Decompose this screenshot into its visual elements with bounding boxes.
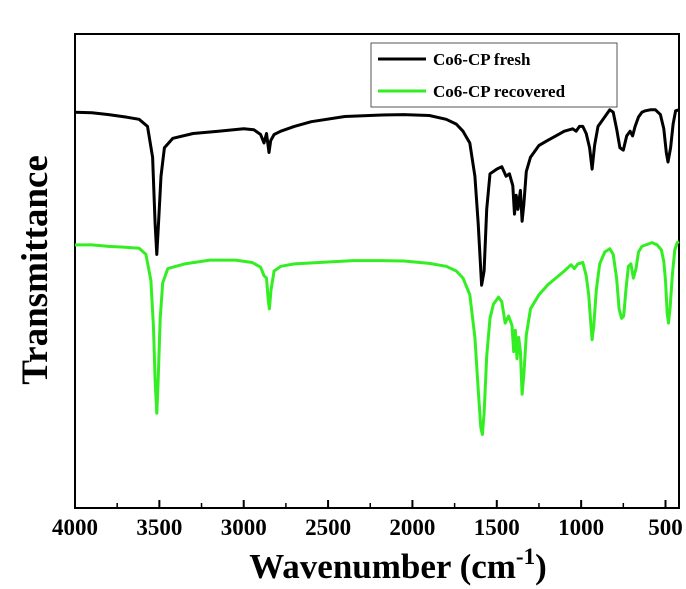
x-tick-label-500: 500: [648, 515, 683, 540]
x-tick-label-1000: 1000: [558, 515, 604, 540]
series-line-fresh: [74, 108, 680, 287]
legend: Co6-CP fresh Co6-CP recovered: [370, 42, 618, 108]
x-axis-title-main: Wavenumber (cm: [249, 547, 516, 586]
legend-box: [370, 42, 618, 108]
x-tick-label-2000: 2000: [389, 515, 435, 540]
y-axis-title: Transmittance: [15, 155, 56, 385]
x-axis-title-sup: -1: [516, 544, 535, 569]
plot-frame: [74, 33, 680, 509]
series-layer: [74, 108, 680, 436]
plot-area: 4000 3500 3000 2500 2000 1500 1000 500: [52, 33, 683, 540]
legend-label-fresh: Co6-CP fresh: [433, 50, 531, 69]
x-tick-label-2500: 2500: [305, 515, 351, 540]
x-tick-label-4000: 4000: [52, 515, 98, 540]
x-axis-title-close: ): [535, 547, 547, 586]
x-tick-label-3500: 3500: [136, 515, 182, 540]
x-tick-label-1500: 1500: [474, 515, 520, 540]
x-axis-ticks: 4000 3500 3000 2500 2000 1500 1000 500: [52, 500, 683, 540]
x-axis-title: Wavenumber (cm-1): [249, 544, 547, 586]
series-line-recovered: [75, 240, 680, 436]
x-tick-label-3000: 3000: [221, 515, 267, 540]
legend-label-recovered: Co6-CP recovered: [433, 82, 566, 101]
